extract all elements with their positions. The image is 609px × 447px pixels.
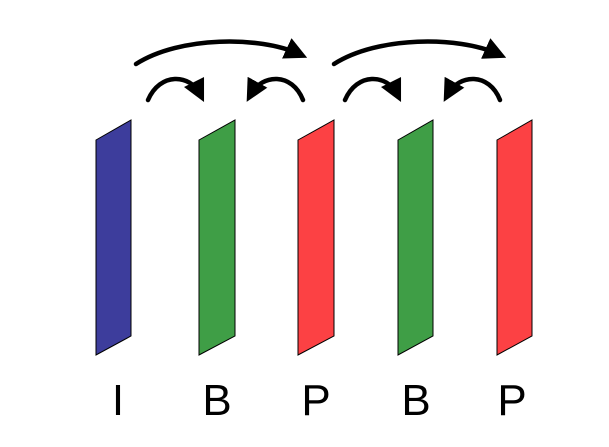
- frame-p-label: P: [497, 376, 526, 425]
- forward-arrows-group: [133, 38, 507, 67]
- bidirectional-arrow: [145, 76, 205, 103]
- forward-arrow: [133, 38, 308, 67]
- bidirectional-arrows-group: [145, 76, 503, 103]
- frame-i-bar: [95, 119, 132, 356]
- bidirectional-arrow: [342, 76, 402, 103]
- frame-b-label: B: [202, 376, 231, 425]
- bidirectional-arrow: [443, 76, 503, 103]
- frame-b-bar: [397, 119, 434, 356]
- frame-b-bar: [198, 119, 236, 356]
- bidirectional-arrow: [246, 76, 306, 103]
- frame-p-bar: [297, 119, 335, 356]
- frame-i-label: I: [112, 376, 124, 425]
- frame-b-label: B: [401, 376, 430, 425]
- forward-arrow: [331, 38, 507, 67]
- frame-labels-group: I B P B P: [112, 376, 527, 425]
- frame-p-bar: [496, 119, 533, 356]
- frame-p-label: P: [301, 376, 330, 425]
- frames-group: [95, 119, 533, 356]
